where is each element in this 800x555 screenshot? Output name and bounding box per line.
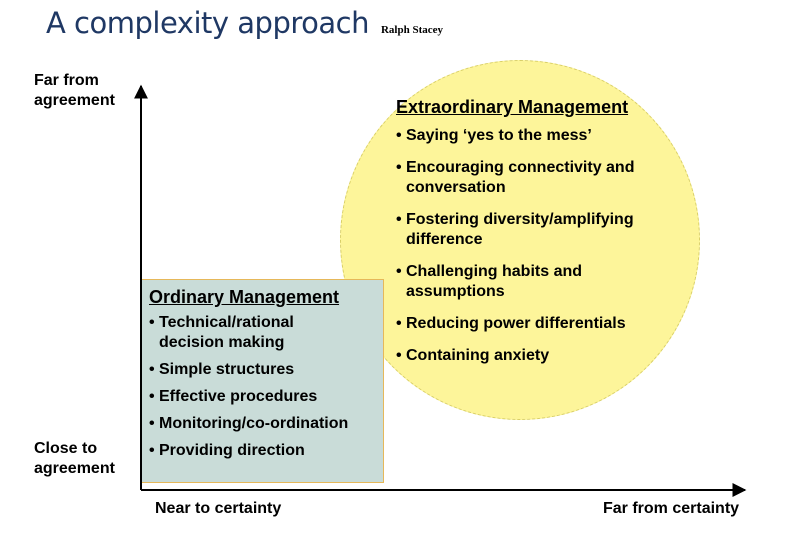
ordinary-heading: Ordinary Management <box>149 287 340 307</box>
y-axis-bottom-label: Close to agreement <box>34 439 115 479</box>
item-line: assumptions <box>406 283 505 300</box>
page-subtitle: Ralph Stacey <box>380 24 444 36</box>
item-line: Saying ‘yes to the mess’ <box>406 127 592 144</box>
extraordinary-list: Saying ‘yes to the mess’ Encouraging con… <box>396 126 686 366</box>
item-line: Simple structures <box>159 361 295 378</box>
list-item: Monitoring/co-ordination <box>149 414 381 434</box>
item-line: Encouraging connectivity and <box>406 159 635 176</box>
item-line: Reducing power differentials <box>406 315 626 332</box>
label-line: agreement <box>34 92 115 109</box>
ordinary-list: Technical/rational decision making Simpl… <box>149 313 381 461</box>
ordinary-management-box: Ordinary Management Technical/rational d… <box>141 279 384 483</box>
ordinary-management-panel: Ordinary Management Technical/rational d… <box>149 286 381 468</box>
list-item: Providing direction <box>149 441 381 461</box>
x-axis-left-label: Near to certainty <box>155 500 282 517</box>
list-item: Challenging habits and assumptions <box>396 262 686 302</box>
item-line: Technical/rational <box>159 314 294 331</box>
title-row: A complexity approach Ralph Stacey <box>46 6 443 40</box>
y-axis-top-label: Far from agreement <box>34 71 115 111</box>
list-item: Encouraging connectivity and conversatio… <box>396 158 686 198</box>
item-line: Effective procedures <box>159 388 318 405</box>
label-line: Close to <box>34 440 98 457</box>
extraordinary-heading: Extraordinary Management <box>396 97 629 117</box>
item-line: Fostering diversity/amplifying <box>406 211 634 228</box>
item-line: Monitoring/co-ordination <box>159 415 349 432</box>
page-title: A complexity approach <box>46 6 369 40</box>
item-line: Containing anxiety <box>406 347 550 364</box>
item-line: decision making <box>159 334 285 351</box>
list-item: Fostering diversity/amplifying differenc… <box>396 210 686 250</box>
x-axis-right-label: Far from certainty <box>603 500 740 517</box>
list-item: Effective procedures <box>149 387 381 407</box>
list-item: Technical/rational decision making <box>149 313 381 353</box>
label-line: agreement <box>34 460 115 477</box>
list-item: Containing anxiety <box>396 346 686 366</box>
list-item: Simple structures <box>149 360 381 380</box>
item-line: conversation <box>406 179 506 196</box>
list-item: Reducing power differentials <box>396 314 686 334</box>
list-item: Saying ‘yes to the mess’ <box>396 126 686 146</box>
item-line: Challenging habits and <box>406 263 583 280</box>
label-line: Far from <box>34 72 99 89</box>
item-line: Providing direction <box>159 442 305 459</box>
item-line: difference <box>406 231 483 248</box>
extraordinary-management-panel: Extraordinary Management Saying ‘yes to … <box>396 96 686 378</box>
